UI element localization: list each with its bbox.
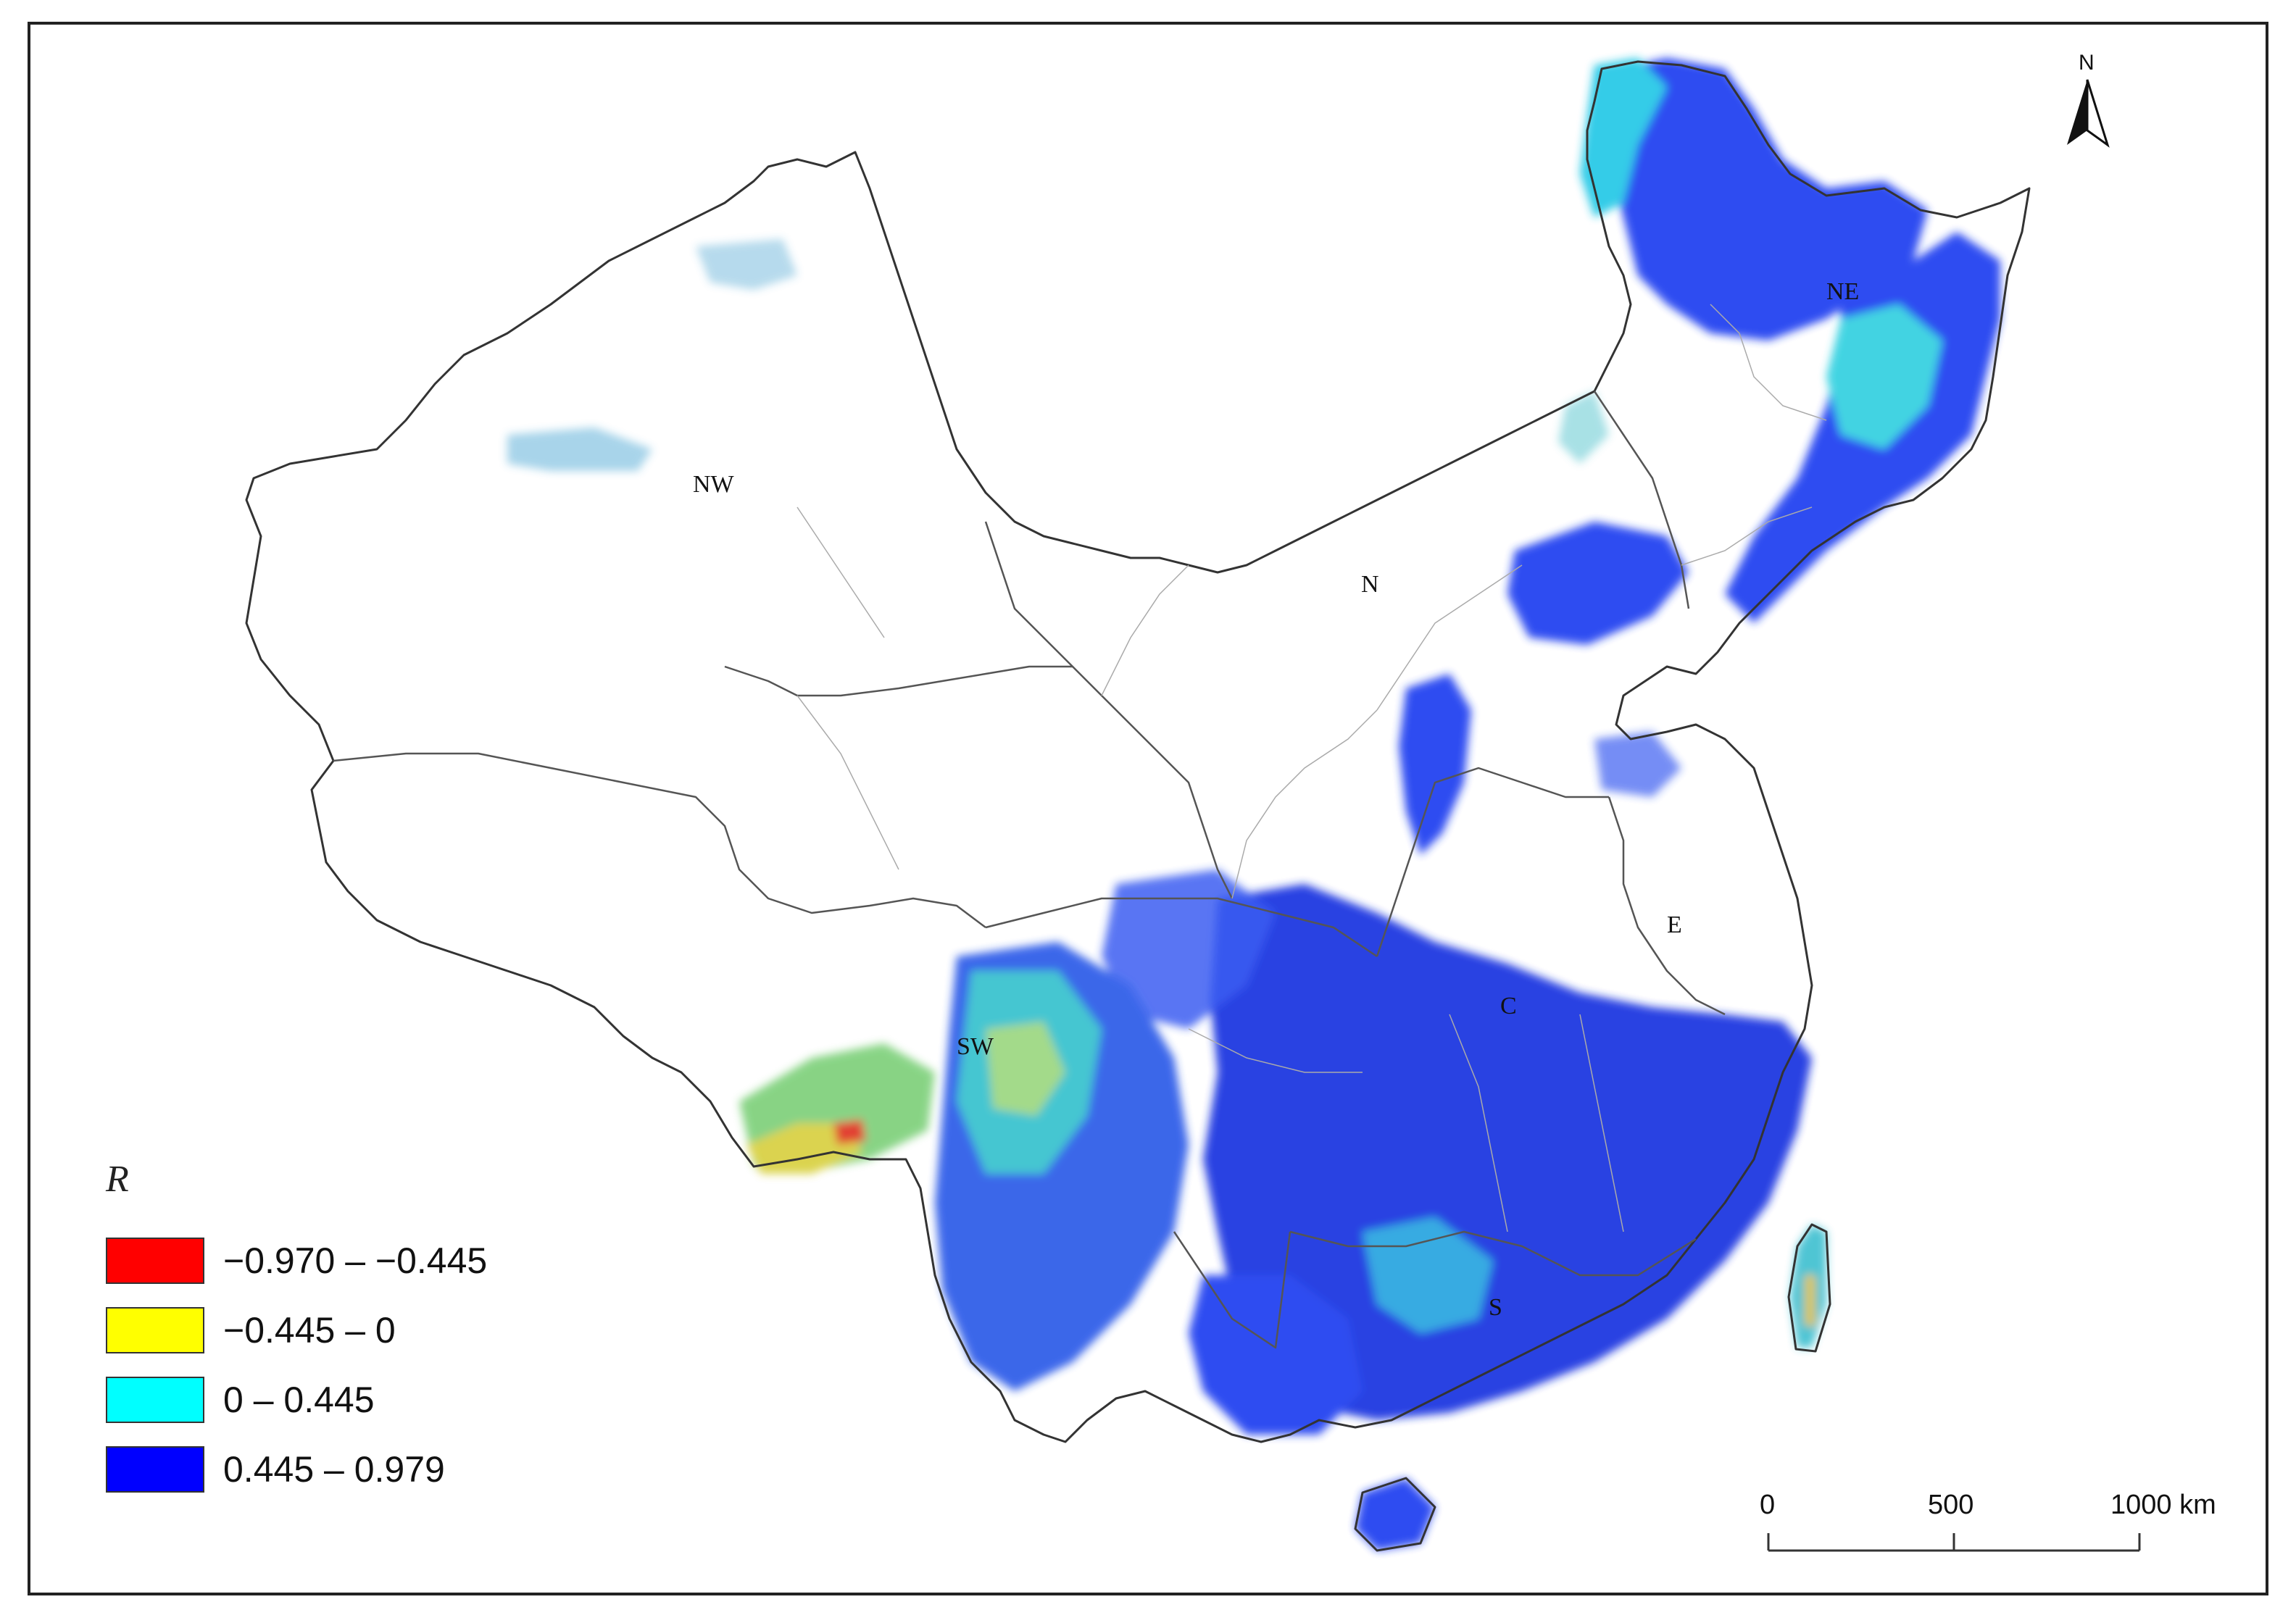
- china-boundary: [245, 60, 2031, 1552]
- province-line: [1449, 1014, 1508, 1232]
- legend-item-1: −0.970 – −0.445: [106, 1236, 487, 1285]
- region-label-s: S: [1489, 1294, 1502, 1321]
- boundary-qinghai-xinjiang: [724, 665, 1073, 697]
- province-line: [796, 506, 885, 638]
- legend-item-2: −0.445 – 0: [106, 1306, 396, 1355]
- province-line: [1710, 304, 1827, 421]
- province-line: [1579, 1014, 1624, 1232]
- legend-swatch-cyan: [106, 1377, 204, 1423]
- hainan-outline: [1354, 1477, 1436, 1552]
- boundary-n-ne: [1593, 391, 1690, 609]
- raster-patch-taiwan-red: [1805, 1275, 1815, 1326]
- region-label-c: C: [1500, 993, 1517, 1019]
- national-boundary: [245, 60, 2031, 1443]
- raster-patch-shandong: [1594, 732, 1681, 797]
- regional-boundaries: [333, 391, 1726, 1349]
- raster-patch-tibet-yellow: [746, 1123, 862, 1174]
- legend-swatch-yellow: [106, 1307, 204, 1353]
- region-label-n: N: [1361, 571, 1379, 598]
- legend-item-4: 0.445 – 0.979: [106, 1445, 445, 1494]
- north-arrow-right: [2086, 79, 2110, 148]
- raster-patch-ne-mid-cyan: [1826, 304, 1942, 449]
- boundary-n-e: [1376, 767, 1609, 957]
- north-arrow-left: [2067, 80, 2087, 145]
- legend-label: 0.445 – 0.979: [223, 1449, 445, 1490]
- north-arrow: [2067, 79, 2110, 148]
- scale-bar-label-1000: 1000 km: [2110, 1490, 2216, 1520]
- boundary-sw-s: [1173, 1231, 1292, 1349]
- boundary-c-e: [1607, 796, 1726, 1016]
- province-line: [796, 695, 899, 870]
- raster-patch-hainan: [1355, 1478, 1435, 1551]
- legend-label: −0.970 – −0.445: [223, 1240, 488, 1281]
- legend-item-3: 0 – 0.445: [106, 1375, 375, 1424]
- region-label-nw: NW: [693, 471, 734, 498]
- raster-patch-altai: [696, 239, 797, 290]
- legend-label: −0.445 – 0: [223, 1310, 396, 1351]
- raster-patch-taihang: [1399, 674, 1471, 855]
- raster-patch-ne-north: [1602, 58, 1928, 341]
- region-label-sw: SW: [957, 1033, 994, 1060]
- legend-title: R: [106, 1159, 129, 1200]
- raster-patch-liaoxi: [1507, 522, 1689, 645]
- raster-patch-tianshan: [507, 427, 652, 471]
- scale-bar-label-500: 500: [1928, 1490, 1974, 1520]
- correlation-raster: [507, 58, 2000, 1551]
- province-line: [1188, 1028, 1363, 1073]
- legend-label: 0 – 0.445: [223, 1380, 375, 1420]
- raster-patch-yunnan-yellow: [986, 1022, 1065, 1116]
- region-label-e: E: [1667, 911, 1682, 938]
- boundary-sw-c: [985, 897, 1378, 958]
- province-line: [1681, 506, 1813, 566]
- boundary-nw-n: [984, 521, 1234, 899]
- boundary-nw-sw: [333, 752, 986, 928]
- province-line: [1231, 709, 1378, 899]
- legend-swatch-blue: [106, 1446, 204, 1493]
- scale-bar: [1767, 1533, 2141, 1552]
- scale-bar-label-0: 0: [1760, 1490, 1776, 1520]
- raster-patch-central-south: [1203, 884, 1812, 1420]
- raster-patch-tibet-red: [833, 1119, 866, 1145]
- taiwan-outline: [1787, 1223, 1831, 1353]
- north-arrow-label: N: [2079, 51, 2095, 75]
- region-label-ne: NE: [1826, 278, 1860, 305]
- raster-patch-guangxi: [1189, 1275, 1363, 1435]
- raster-patch-nei-mongol: [1558, 391, 1609, 464]
- legend-swatch-red: [106, 1238, 204, 1284]
- province-boundaries: [796, 304, 1827, 1232]
- raster-patch-ne-cyan: [1580, 58, 1667, 217]
- province-line: [1376, 564, 1523, 711]
- boundary-c-s: [1289, 1230, 1697, 1277]
- raster-patch-sichuan-east: [1102, 869, 1276, 1029]
- province-line: [1101, 564, 1189, 696]
